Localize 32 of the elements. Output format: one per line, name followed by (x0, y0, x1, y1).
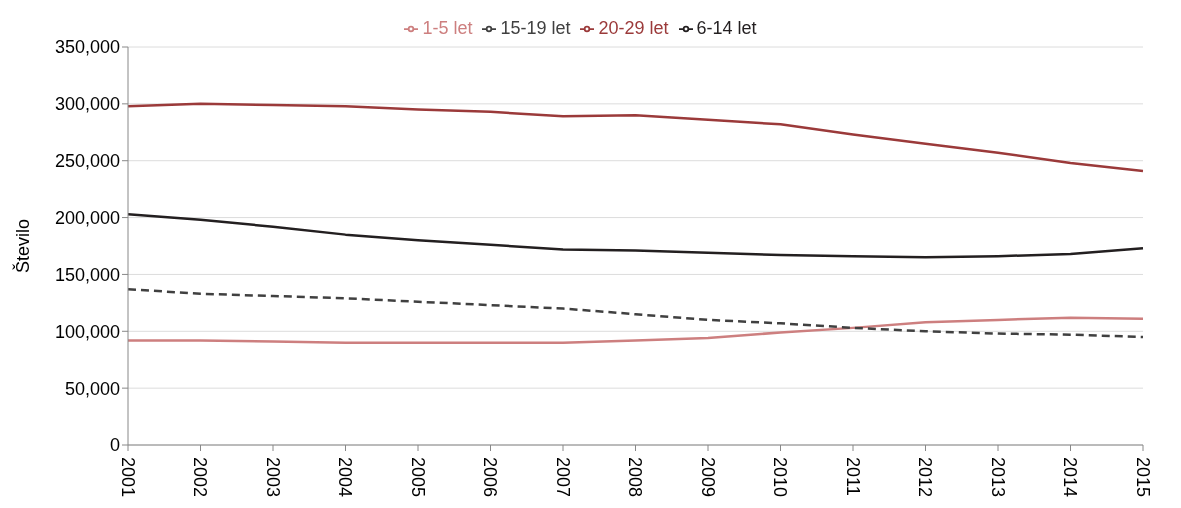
x-tick-label: 2004 (335, 457, 356, 498)
y-tick-label: 300,000 (54, 94, 120, 115)
y-tick-label: 250,000 (54, 151, 120, 172)
y-tick-label: 50,000 (64, 378, 120, 399)
x-tick-label: 2003 (262, 457, 283, 498)
y-tick-label: 150,000 (54, 264, 120, 285)
y-tick-label: 100,000 (54, 321, 120, 342)
legend-label: 1-5 let (422, 18, 473, 38)
x-tick-label: 2002 (190, 457, 211, 498)
x-tick-label: 2015 (1132, 457, 1153, 498)
x-tick-label: 2012 (915, 457, 936, 498)
line-series (126, 102, 1145, 173)
x-tick-label: 2009 (697, 457, 718, 498)
x-tick-label: 2005 (407, 457, 428, 498)
legend-label: 20-29 let (598, 18, 669, 38)
y-tick-label: 200,000 (54, 207, 120, 228)
x-tick-label: 2010 (770, 457, 791, 498)
y-axis-title: Število (12, 218, 34, 274)
x-tick-label: 2013 (987, 457, 1008, 498)
x-tick-label: 2008 (625, 457, 646, 498)
legend-label: 6-14 let (696, 18, 757, 38)
line-series (126, 212, 1145, 259)
x-tick-label: 2007 (552, 457, 573, 498)
line-series (126, 316, 1145, 344)
y-tick-label: 0 (109, 435, 120, 456)
y-tick-label: 350,000 (54, 37, 120, 58)
x-tick-label: 2006 (480, 457, 501, 498)
legend-label: 15-19 let (500, 18, 571, 38)
x-tick-label: 2011 (842, 457, 863, 496)
line-series (126, 287, 1145, 339)
x-tick-label: 2014 (1060, 457, 1081, 498)
x-tick-label: 2001 (117, 457, 138, 498)
